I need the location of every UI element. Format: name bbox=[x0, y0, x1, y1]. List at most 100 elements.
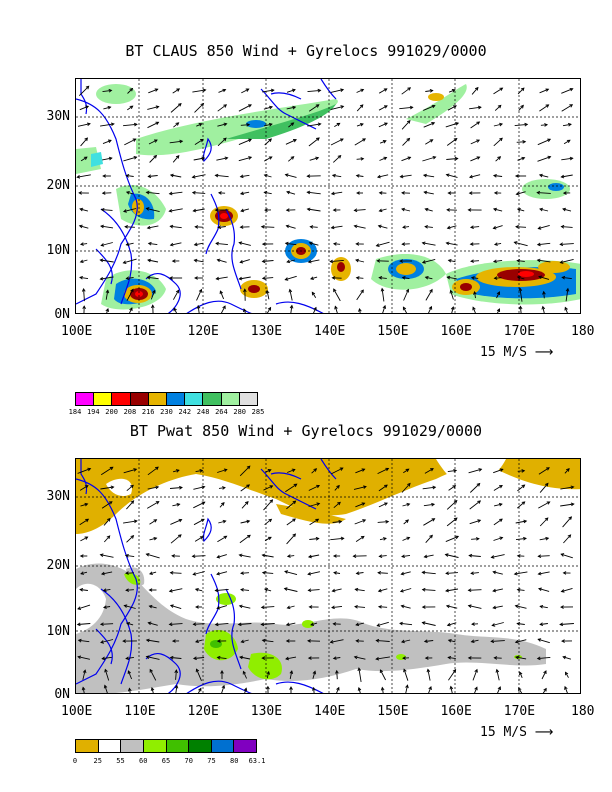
wind-vector-head bbox=[329, 259, 334, 264]
panel2-ytick-20n: 20N bbox=[46, 558, 70, 573]
wind-vector-head bbox=[290, 122, 295, 126]
panel1-colorbar-swatch bbox=[203, 393, 222, 405]
wind-vector bbox=[124, 605, 136, 609]
wind-vector bbox=[286, 225, 296, 229]
wind-vector-head bbox=[455, 122, 460, 126]
wind-vector bbox=[540, 605, 548, 609]
panel2-colorbar-swatch bbox=[121, 740, 144, 752]
wind-vector bbox=[447, 469, 457, 473]
wind-vector bbox=[193, 208, 205, 212]
panel1-xtick-6: 160E bbox=[440, 324, 472, 339]
wind-vector bbox=[287, 469, 295, 473]
wind-vector bbox=[450, 290, 454, 300]
wind-vector bbox=[147, 466, 159, 476]
wind-vector bbox=[262, 89, 274, 93]
wind-vector-head bbox=[169, 604, 174, 608]
wind-vector-head bbox=[315, 518, 320, 523]
wind-vector-head bbox=[537, 226, 542, 230]
wind-vector bbox=[82, 670, 86, 680]
wind-vector-head bbox=[544, 517, 549, 522]
wind-vector-head bbox=[100, 224, 104, 229]
wind-vector bbox=[427, 669, 431, 681]
wind-vector bbox=[446, 174, 458, 178]
wind-vector-head bbox=[559, 260, 564, 264]
wind-vector-head bbox=[360, 535, 365, 540]
wind-vector bbox=[192, 89, 206, 93]
wind-vector-head bbox=[492, 570, 497, 575]
wind-vector bbox=[239, 605, 251, 609]
wind-vector bbox=[539, 104, 549, 112]
wind-vector-head bbox=[246, 465, 251, 470]
wind-vector bbox=[377, 521, 389, 523]
wind-vector-head bbox=[169, 570, 174, 575]
wind-vector bbox=[537, 156, 551, 162]
wind-vector-head bbox=[424, 275, 429, 280]
wind-vector bbox=[562, 208, 572, 212]
wind-vector bbox=[401, 483, 411, 493]
wind-vector-head bbox=[569, 87, 574, 92]
wind-vector bbox=[169, 487, 183, 489]
wind-vector bbox=[243, 308, 246, 313]
wind-vector-head bbox=[148, 604, 153, 609]
wind-vector bbox=[194, 242, 204, 246]
wind-vector bbox=[311, 292, 317, 298]
wind-vector-head bbox=[223, 535, 228, 540]
wind-vector-head bbox=[106, 535, 111, 540]
wind-vector-head bbox=[130, 288, 134, 293]
wind-vector-head bbox=[421, 260, 426, 264]
wind-vector bbox=[262, 277, 274, 279]
wind-vector-head bbox=[477, 519, 482, 523]
wind-vector-head bbox=[513, 241, 518, 245]
wind-vector bbox=[79, 208, 89, 212]
wind-vector bbox=[217, 535, 227, 543]
panel2-colorbar-swatch bbox=[76, 740, 99, 752]
wind-vector bbox=[470, 226, 480, 228]
wind-vector bbox=[402, 276, 410, 280]
wind-vector-head bbox=[402, 306, 407, 311]
wind-vector-head bbox=[309, 225, 314, 229]
wind-vector bbox=[127, 670, 133, 680]
wind-vector bbox=[515, 226, 527, 228]
wind-vector-head bbox=[133, 519, 138, 524]
wind-vector-head bbox=[492, 259, 497, 264]
wind-vector-head bbox=[292, 518, 296, 522]
wind-vector-head bbox=[284, 277, 289, 281]
wind-vector bbox=[519, 306, 522, 313]
wind-vector-head bbox=[145, 655, 150, 659]
wind-vector bbox=[356, 89, 364, 93]
wind-vector-head bbox=[216, 554, 221, 559]
wind-vector bbox=[175, 670, 177, 680]
wind-vector-head bbox=[476, 121, 481, 125]
wind-vector-head bbox=[220, 669, 224, 674]
panel1-colorbar-label-6: 242 bbox=[178, 408, 192, 416]
wind-vector-head bbox=[240, 571, 244, 575]
wind-vector-head bbox=[445, 588, 450, 593]
wind-vector-head bbox=[429, 534, 433, 539]
wind-vector-head bbox=[446, 622, 451, 627]
wind-vector bbox=[123, 520, 137, 524]
wind-vector-head bbox=[178, 518, 183, 523]
wind-vector bbox=[378, 572, 388, 574]
wind-vector bbox=[356, 104, 364, 112]
wind-vector-head bbox=[377, 605, 382, 609]
wind-vector-head bbox=[123, 604, 128, 608]
panel2-colorbar-swatch bbox=[211, 740, 235, 752]
wind-vector-head bbox=[245, 88, 250, 92]
panel2-colorbar-label-4: 65 bbox=[161, 757, 171, 765]
wind-vector-head bbox=[353, 224, 358, 229]
wind-vector bbox=[264, 536, 272, 542]
wind-vector bbox=[287, 605, 295, 609]
panel1-title: BT CLAUS 850 Wind + Gyrelocs 991029/0000 bbox=[125, 42, 487, 60]
wind-vector bbox=[358, 668, 362, 682]
wind-vector bbox=[353, 486, 367, 490]
wind-vector-head bbox=[286, 605, 291, 610]
wind-vector-head bbox=[545, 104, 550, 108]
wind-vector bbox=[286, 191, 296, 195]
wind-vector bbox=[422, 571, 436, 575]
wind-vector bbox=[493, 123, 503, 127]
wind-vector bbox=[79, 518, 89, 526]
wind-vector-head bbox=[79, 275, 83, 280]
wind-vector-head bbox=[355, 639, 360, 643]
wind-vector-head bbox=[242, 670, 247, 675]
wind-vector-head bbox=[496, 308, 501, 313]
